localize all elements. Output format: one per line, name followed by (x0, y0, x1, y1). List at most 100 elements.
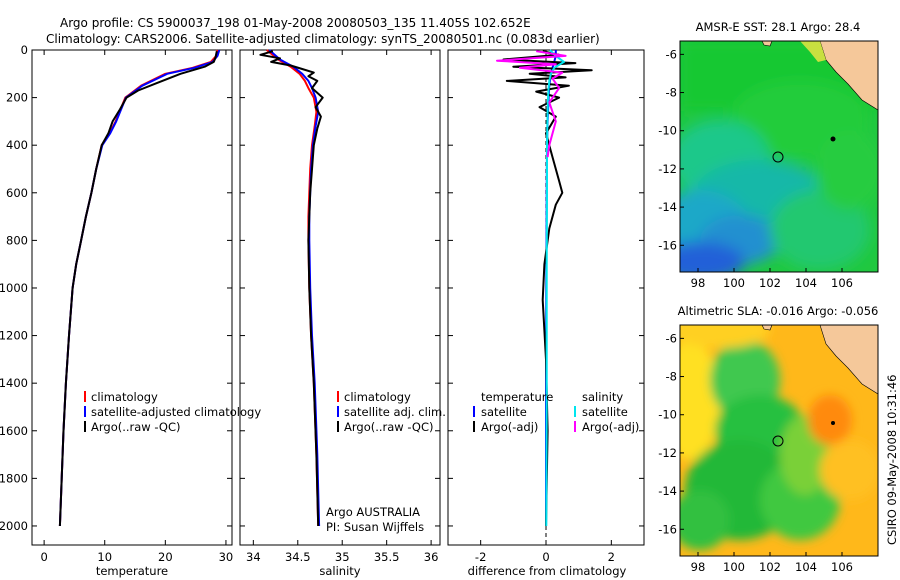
salinity-series (259, 49, 324, 527)
legend-climatology-swatch (84, 391, 86, 402)
x-tick-label: -2 (475, 550, 486, 564)
series-line-argo-raw-qc- (259, 50, 324, 527)
series-line-satellite-adj-clim- (268, 49, 321, 527)
x-tick-label: 0 (40, 550, 47, 564)
y-tick-label: 1400 (0, 376, 28, 390)
figure-title-line1: Argo profile: CS 5900037_198 01-May-2008… (60, 16, 531, 30)
y-tick-label: 800 (6, 233, 28, 247)
difference-x-ticks: -2 0 2 (475, 50, 615, 564)
difference-panel: -2 0 2 difference from climatology tempera… (447, 49, 645, 578)
figure-title-line2: Climatology: CARS2006. Satellite-adjuste… (46, 32, 600, 46)
y-tick-label: 1200 (0, 329, 28, 343)
salinity-xlabel: salinity (319, 564, 360, 578)
series-line-argo-raw-qc- (58, 51, 218, 527)
difference-series (496, 49, 593, 545)
map-x-tick-label: 98 (691, 276, 706, 290)
map-x-tick-label: 100 (723, 276, 745, 290)
map-y-tick-label: -8 (666, 370, 677, 384)
map-y-tick-label: -14 (658, 200, 677, 214)
map-y-tick-label: -10 (658, 124, 677, 138)
y-tick-label: 1600 (0, 424, 28, 438)
sst-map-title: AMSR-E SST: 28.1 Argo: 28.4 (696, 20, 861, 34)
map-x-tick-label: 104 (795, 560, 817, 574)
salinity-y-ticks (240, 49, 440, 527)
series-line-satellite-adjusted-climatology (58, 49, 221, 527)
series-line-salinity-satellite (545, 49, 565, 527)
x-tick-label: 20 (158, 550, 173, 564)
difference-y-ticks (448, 49, 644, 527)
y-tick-label: 2000 (0, 519, 28, 533)
temperature-series (58, 49, 221, 527)
x-tick-label: 0 (542, 550, 549, 564)
map-x-tick-label: 104 (795, 276, 817, 290)
salinity-x-ticks: 34 34.5 35 35.5 36 (246, 50, 438, 564)
legend-sal-argo-swatch (574, 421, 576, 432)
temperature-x-ticks: 0 10 20 30 (40, 50, 233, 564)
legend-temp-satellite-label: satellite (481, 405, 527, 419)
sla-y-ticks: -6 -8 -10 -12 -14 -16 (658, 331, 684, 536)
legend-sal-satellite-swatch (574, 406, 576, 417)
sst-map-field (680, 41, 878, 272)
salinity-axes-frame (239, 49, 441, 546)
map-x-tick-label: 106 (831, 560, 853, 574)
x-tick-label: 2 (608, 550, 615, 564)
sst-x-ticks: 98 100 102 104 106 (691, 268, 853, 290)
map-y-tick-label: -8 (666, 86, 677, 100)
difference-xlabel: difference from climatology (468, 564, 627, 578)
temperature-xlabel: temperature (96, 564, 168, 578)
map-y-tick-label: -12 (658, 162, 677, 176)
x-tick-label: 36 (424, 550, 439, 564)
legend-satellite-swatch (84, 406, 86, 417)
temperature-axes-frame (31, 49, 233, 546)
series-line-temperature-argo-adj- (502, 50, 593, 527)
x-tick-label: 34 (246, 550, 261, 564)
credit-timestamp: CSIRO 09-May-2008 10:31:46 (885, 375, 899, 546)
legend-salinity-title: salinity (582, 390, 623, 404)
sla-map-frame (679, 324, 879, 557)
x-tick-label: 10 (97, 550, 112, 564)
legend-argo-swatch (84, 421, 86, 432)
y-tick-label: 1800 (0, 471, 28, 485)
sst-map-panel: AMSR-E SST: 28.1 Argo: 28.4 98 100 102 104 1… (658, 20, 879, 290)
map-x-tick-label: 98 (691, 560, 706, 574)
sst-argo-location-marker (772, 151, 784, 163)
x-tick-label: 35 (335, 550, 350, 564)
sla-map-title: Altimetric SLA: -0.016 Argo: -0.056 (678, 304, 879, 318)
x-tick-label: 35.5 (374, 550, 400, 564)
map-x-tick-label: 102 (759, 276, 781, 290)
argo-program-label: Argo AUSTRALIA (326, 505, 420, 519)
legend-sal-argo-label: Argo(-adj) (582, 420, 639, 434)
legend-temp-satellite-swatch (473, 406, 475, 417)
y-tick-label: 400 (6, 138, 28, 152)
pi-label: PI: Susan Wijffels (326, 520, 424, 534)
y-tick-label: 1000 (0, 281, 28, 295)
temperature-legend: climatology satellite-adjusted climatolo… (84, 390, 261, 434)
legend-argo-swatch (337, 421, 339, 432)
legend-satellite-label: satellite-adjusted climatology (91, 405, 261, 419)
map-y-tick-label: -12 (658, 446, 677, 460)
legend-temp-argo-label: Argo(-adj) (481, 420, 538, 434)
series-line-salinity-argo-adj- (496, 50, 567, 158)
salinity-legend: climatology satellite adj. clim. Argo(..… (337, 390, 446, 434)
legend-climatology-label: climatology (344, 390, 411, 404)
sst-y-ticks: -6 -8 -10 -12 -14 -16 (658, 47, 684, 252)
legend-climatology-swatch (337, 391, 339, 402)
difference-legend: temperature satellite Argo(-adj) salinit… (473, 390, 639, 434)
series-line-climatology (58, 49, 219, 527)
x-tick-label: 30 (219, 550, 234, 564)
map-y-tick-label: -14 (658, 484, 677, 498)
legend-temperature-title: temperature (481, 390, 553, 404)
sla-argo-location-marker (772, 435, 784, 447)
legend-satellite-swatch (337, 406, 339, 417)
y-tick-label: 600 (6, 186, 28, 200)
legend-argo-label: Argo(..raw -QC) (344, 420, 434, 434)
temperature-panel: 0 200 400 600 800 1000 1200 1400 1600 1800 2000 0 1… (0, 43, 261, 578)
temperature-y-ticks: 0 200 400 600 800 1000 1200 1400 1600 1800 2000 (0, 43, 232, 533)
sla-map-panel: Altimetric SLA: -0.016 Argo: -0.056 98 10… (658, 304, 879, 574)
map-x-tick-label: 106 (831, 276, 853, 290)
map-y-tick-label: -10 (658, 408, 677, 422)
x-tick-label: 34.5 (285, 550, 311, 564)
salinity-panel: 34 34.5 35 35.5 36 salinity climatology sate… (239, 49, 446, 578)
y-tick-label: 200 (6, 91, 28, 105)
